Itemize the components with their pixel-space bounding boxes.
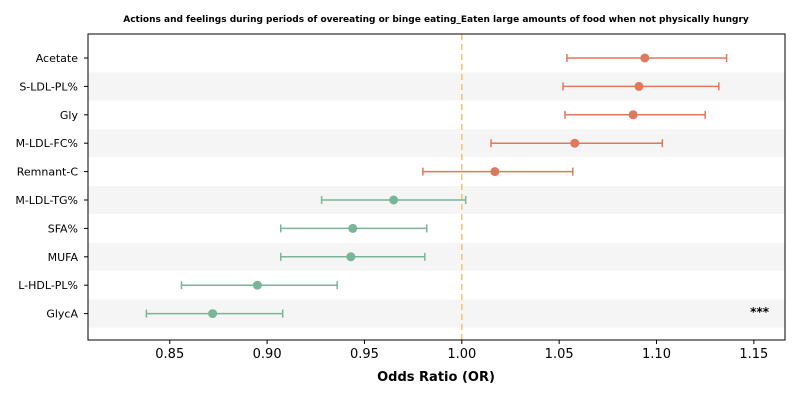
y-tick-label: Remnant-C	[17, 166, 79, 179]
data-rows: Acetate S-LDL-PL% Gly M-LDL-FC% Remnant-C M-L…	[15, 52, 728, 321]
x-tick-label: 1.15	[739, 347, 768, 362]
point-estimate	[634, 81, 644, 91]
point-estimate	[348, 223, 358, 233]
y-tick-label: Gly	[60, 109, 79, 122]
x-tick-label: 0.95	[350, 347, 379, 362]
row-stripe	[88, 242, 785, 271]
y-tick-label: GlycA	[46, 308, 78, 321]
point-estimate	[208, 309, 218, 319]
axes-frame	[87, 33, 786, 341]
point-estimate	[389, 195, 399, 205]
x-tick-label: 1.10	[642, 347, 671, 362]
y-tick-label: Acetate	[36, 52, 79, 65]
y-tick-label: SFA%	[48, 222, 78, 235]
point-estimate	[570, 138, 580, 148]
x-axis-ticks: 0.85 0.90 0.95 1.00 1.05 1.10 1.15	[155, 340, 768, 362]
y-tick-label: MUFA	[48, 251, 79, 264]
x-tick-label: 0.85	[155, 347, 184, 362]
x-tick-label: 0.90	[253, 347, 282, 362]
row-stripe	[88, 129, 785, 158]
y-tick-label: M-LDL-TG%	[15, 194, 78, 207]
point-estimate	[628, 110, 638, 120]
x-tick-label: 1.00	[447, 347, 476, 362]
significance-label: ***	[750, 305, 770, 319]
y-tick-label: M-LDL-FC%	[16, 137, 78, 150]
y-tick-label: L-HDL-PL%	[18, 279, 78, 292]
point-estimate	[346, 252, 356, 262]
x-axis-label: Odds Ratio (OR)	[377, 370, 495, 385]
point-estimate	[252, 280, 262, 290]
y-tick-label: S-LDL-PL%	[19, 80, 78, 93]
x-tick-label: 1.05	[545, 347, 574, 362]
point-estimate	[640, 53, 650, 63]
point-estimate	[490, 167, 500, 177]
chart-title: Actions and feelings during periods of o…	[123, 15, 749, 25]
